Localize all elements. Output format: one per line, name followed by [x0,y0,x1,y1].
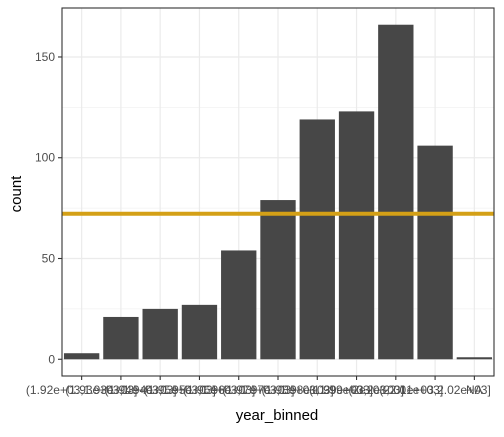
bar [378,24,414,360]
bar [338,111,375,360]
x-tick-label: (1.98e+03,1.99e+03] [262,383,373,397]
bar [456,357,493,360]
x-tick-label: (1.97e+03,1.98e+03] [222,383,333,397]
x-tick-label: (1.99e+03,2e+03] [309,383,404,397]
bar [299,119,335,360]
x-tick-label: (1.93e+03,1.94e+03] [65,383,176,397]
bars [63,24,493,360]
bar [142,308,178,360]
bar [221,250,257,360]
bar [417,145,453,360]
bar [260,200,296,360]
x-tick-label: (1.94e+03,1.95e+03] [104,383,215,397]
x-tick-label: (2.01e+03,2.02e+03] [379,383,490,397]
x-tick-label: (1.96e+03,1.97e+03] [183,383,294,397]
x-axis-title: year_binned [236,407,319,424]
bar [63,353,100,360]
bar [103,316,139,360]
x-tick-label: (2e+03,2.01e+03] [348,383,443,397]
y-tick-label: 100 [35,151,55,165]
y-tick-label: 0 [48,352,55,366]
y-tick-label: 50 [42,252,56,266]
bar [181,304,218,360]
y-axis: 0 50 100 150 [35,50,62,366]
x-axis: (1.92e+03,1.93e+03](1.93e+03,1.94e+03](1… [26,376,491,397]
x-tick-label: (1.92e+03,1.93e+03] [26,383,137,397]
y-axis-title: count [8,175,25,213]
x-tick-label: NA [466,383,483,397]
x-tick-label: (1.95e+03,1.96e+03] [144,383,255,397]
y-tick-label: 150 [35,50,55,64]
